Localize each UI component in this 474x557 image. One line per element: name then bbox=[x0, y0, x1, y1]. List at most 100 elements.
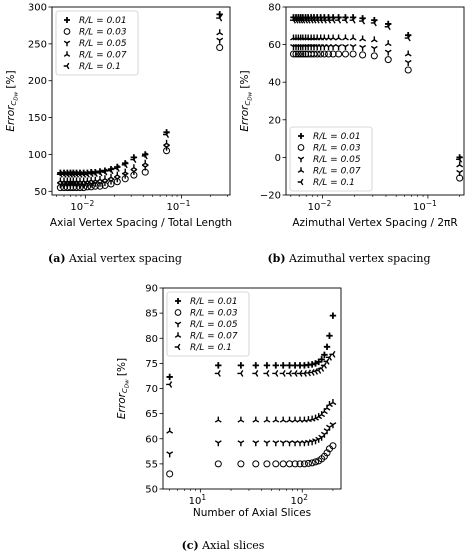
data-point bbox=[342, 34, 349, 41]
data-point bbox=[286, 370, 293, 377]
data-point bbox=[113, 165, 120, 172]
legend-marker bbox=[174, 343, 181, 351]
data-point bbox=[359, 17, 366, 25]
y-tick-label: 100 bbox=[28, 150, 47, 161]
data-point bbox=[341, 50, 349, 58]
y-axis-label: ErrorCDw [%] bbox=[116, 358, 131, 419]
x-axis-label: Number of Axial Slices bbox=[193, 507, 311, 519]
data-point bbox=[214, 440, 222, 447]
data-point bbox=[216, 14, 223, 22]
data-point bbox=[237, 370, 244, 377]
data-point bbox=[163, 144, 170, 151]
data-point bbox=[216, 29, 224, 36]
data-point bbox=[130, 156, 137, 164]
data-point bbox=[329, 34, 337, 41]
y-tick-label: 200 bbox=[28, 76, 47, 87]
data-point bbox=[107, 167, 114, 175]
data-point bbox=[326, 332, 333, 339]
y-tick-label: 50 bbox=[34, 187, 47, 198]
data-point bbox=[130, 168, 138, 175]
legend-label: R/L = 0.01 bbox=[79, 16, 127, 26]
data-point bbox=[329, 43, 337, 50]
x-tick-label: 101 bbox=[189, 493, 207, 507]
legend-marker bbox=[63, 62, 70, 70]
data-point bbox=[320, 50, 328, 58]
data-point bbox=[292, 50, 300, 58]
data-point bbox=[370, 45, 378, 52]
data-point bbox=[141, 159, 149, 166]
series-RL0-1 bbox=[289, 16, 463, 163]
legend-label: R/L = 0.1 bbox=[313, 178, 355, 188]
data-point bbox=[456, 169, 464, 176]
data-point bbox=[335, 16, 342, 24]
data-point bbox=[289, 50, 298, 58]
legend: R/L = 0.01 R/L = 0.03R/L = 0.05 R/L = 0.07… bbox=[166, 291, 250, 357]
legend-marker bbox=[297, 156, 305, 163]
data-point bbox=[404, 34, 411, 42]
data-point bbox=[166, 451, 174, 458]
data-point bbox=[121, 161, 128, 169]
data-point bbox=[163, 131, 170, 138]
legend-label: R/L = 0.05 bbox=[190, 320, 238, 330]
data-point bbox=[304, 459, 312, 467]
data-point bbox=[329, 16, 336, 24]
legend-label: R/L = 0.05 bbox=[313, 155, 361, 165]
data-point bbox=[308, 459, 316, 467]
data-point bbox=[370, 19, 377, 27]
data-point bbox=[263, 416, 271, 423]
data-point bbox=[456, 161, 464, 168]
data-point bbox=[216, 44, 224, 52]
series-RL0-1 bbox=[166, 350, 336, 388]
data-point bbox=[326, 401, 333, 408]
data-point bbox=[310, 50, 318, 58]
legend-label: R/L = 0.07 bbox=[79, 51, 127, 61]
caption: (a) Axial vertex spacing bbox=[48, 252, 182, 265]
legend-marker bbox=[174, 309, 182, 316]
data-point bbox=[279, 460, 287, 468]
data-point bbox=[384, 23, 391, 31]
data-point bbox=[87, 170, 94, 178]
data-point bbox=[101, 175, 109, 182]
data-point bbox=[285, 460, 294, 468]
data-point bbox=[216, 37, 224, 44]
data-point bbox=[272, 370, 279, 377]
data-point bbox=[404, 50, 412, 57]
chart-2: −20 0 20 40 60 80 10−2 10−1 Azimuthal Vertex Spa… bbox=[239, 3, 465, 265]
data-point bbox=[384, 56, 392, 64]
data-point bbox=[329, 350, 336, 358]
data-point bbox=[101, 168, 108, 176]
data-point bbox=[237, 460, 245, 468]
data-point bbox=[252, 440, 260, 447]
legend-label: R/L = 0.07 bbox=[313, 167, 361, 177]
legend-marker bbox=[63, 40, 71, 47]
data-point bbox=[329, 442, 337, 450]
y-tick-label: 55 bbox=[145, 459, 158, 470]
series-RL0-07 bbox=[166, 399, 337, 434]
y-tick-label: 65 bbox=[145, 409, 158, 420]
series-RL0-05 bbox=[166, 422, 337, 458]
data-point bbox=[299, 50, 307, 58]
legend-marker bbox=[297, 178, 304, 186]
series-RL0-01 bbox=[166, 312, 337, 381]
data-point bbox=[252, 416, 260, 423]
data-point bbox=[404, 59, 412, 66]
legend-marker bbox=[297, 167, 305, 173]
data-point bbox=[163, 139, 170, 146]
data-point bbox=[320, 16, 327, 24]
data-point bbox=[325, 16, 332, 24]
data-point bbox=[323, 357, 330, 365]
data-point bbox=[237, 416, 245, 423]
data-point bbox=[359, 51, 367, 59]
series-RL0-1 bbox=[56, 14, 223, 178]
data-point bbox=[130, 164, 138, 171]
data-point bbox=[272, 440, 280, 447]
plot-frame bbox=[285, 6, 465, 196]
data-point bbox=[323, 343, 331, 350]
data-point bbox=[349, 16, 356, 24]
legend: R/L = 0.01 R/L = 0.03R/L = 0.05 R/L = 0.07… bbox=[55, 10, 139, 76]
data-point bbox=[237, 440, 245, 447]
x-axis-label: Azimuthal Vertex Spacing / 2πR bbox=[292, 217, 457, 229]
y-tick-label: 20 bbox=[268, 115, 281, 126]
y-tick-label: −20 bbox=[260, 191, 281, 202]
